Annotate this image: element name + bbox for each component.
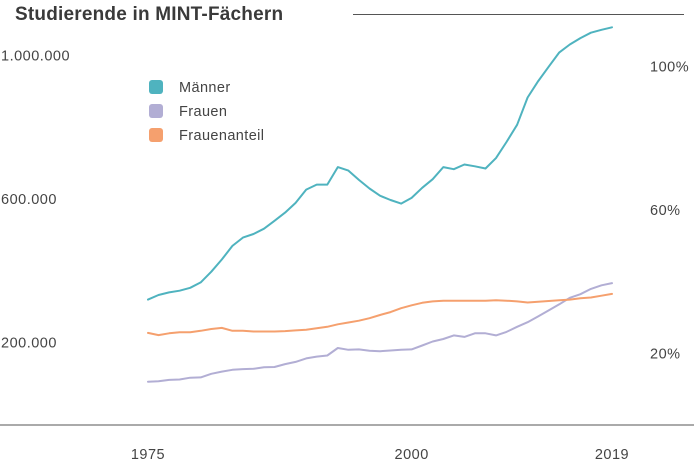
y-right-tick-label: 100% xyxy=(650,60,689,76)
x-tick-label: 1975 xyxy=(131,447,165,463)
x-tick-label: 2019 xyxy=(595,447,629,463)
legend: Männer Frauen Frauenanteil xyxy=(149,80,264,144)
legend-label: Frauenanteil xyxy=(179,128,264,144)
series-line-frauen xyxy=(147,282,613,383)
legend-label: Männer xyxy=(179,80,231,96)
legend-item: Männer xyxy=(149,80,231,96)
y-right-tick-label: 20% xyxy=(650,346,681,362)
y-left-tick-label: 200.000 xyxy=(1,335,57,351)
legend-item: Frauen xyxy=(149,104,227,120)
legend-swatch xyxy=(149,128,163,142)
legend-label: Frauen xyxy=(179,104,227,120)
legend-swatch xyxy=(149,80,163,94)
legend-item: Frauenanteil xyxy=(149,128,264,144)
chart-title: Studierende in MINT-Fächern xyxy=(15,4,284,25)
x-tick-label: 2000 xyxy=(395,447,429,463)
y-left-tick-label: 600.000 xyxy=(1,192,57,208)
series-line-frauenanteil xyxy=(147,292,613,337)
series-line-m-nner xyxy=(147,26,613,301)
axis-ticks: 1975 2000 2019 200.000 600.000 1.000.000 20% 60… xyxy=(1,49,689,463)
y-left-tick-label: 1.000.000 xyxy=(1,49,70,65)
series-lines xyxy=(147,26,613,383)
y-right-tick-label: 60% xyxy=(650,203,681,219)
legend-swatch xyxy=(149,104,163,118)
title-rule xyxy=(353,14,684,15)
